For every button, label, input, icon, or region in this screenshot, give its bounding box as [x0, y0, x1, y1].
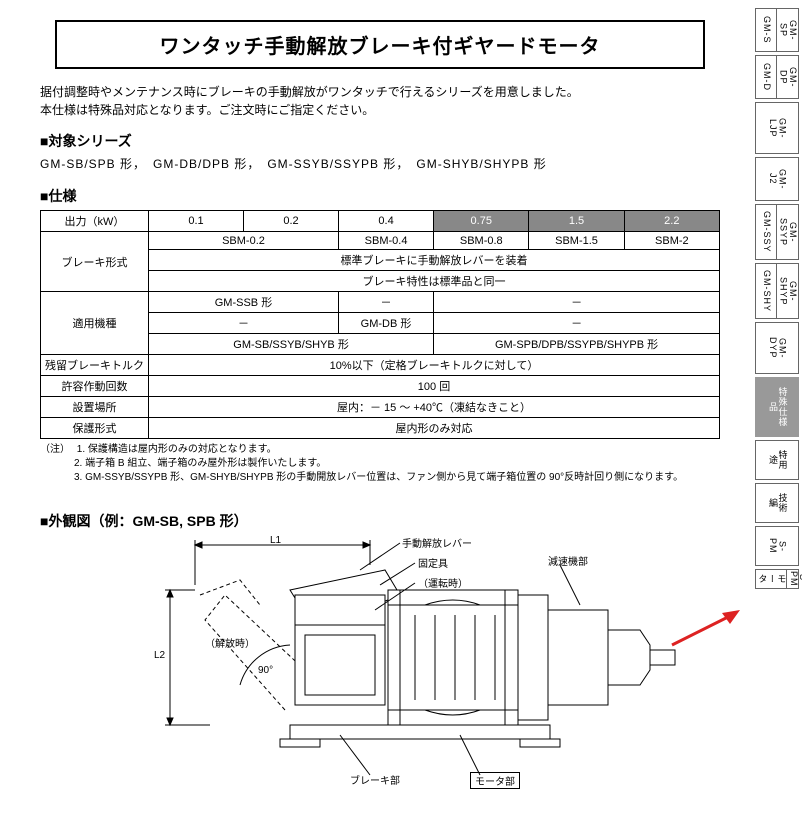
spec-table: 出力（kW） 0.1 0.2 0.4 0.75 1.5 2.2 ブレーキ形式 S… — [40, 210, 720, 439]
table-row: 適用機種 GM-SSB 形 － － — [41, 292, 720, 313]
side-tab-label: GM-LJP — [756, 103, 798, 153]
cell-sb-group: GM-SB/SSYB/SHYB 形 — [149, 334, 434, 355]
note-1: 1. 保護構造は屋内形のみの対応となります。 — [77, 444, 277, 455]
side-tab-label: GM-J2 — [756, 158, 798, 200]
section-target-series: ■対象シリーズ — [40, 131, 720, 151]
side-tab[interactable]: GM-SSYGM-SSYP — [755, 204, 799, 260]
cell-location: 屋内：－ 15 ～ +40℃（凍結なきこと） — [149, 397, 720, 418]
cell-dash: － — [149, 313, 339, 334]
cell-location-header: 設置場所 — [41, 397, 149, 418]
cell-cycles: 100 回 — [149, 376, 720, 397]
section-outline: ■外観図（例：GM-SB, SPB 形） — [40, 511, 720, 531]
side-tab-label: 特用途 — [756, 441, 798, 479]
cell-output-1: 0.2 — [243, 211, 338, 232]
side-tab-label: 技術編 — [756, 484, 798, 522]
table-row: 保護形式 屋内形のみ対応 — [41, 418, 720, 439]
side-tab[interactable]: 特殊仕様品 — [755, 377, 799, 437]
cell-output-5: 2.2 — [624, 211, 719, 232]
cell-output-3: 0.75 — [434, 211, 529, 232]
label-fixture: 固定具 — [418, 555, 448, 570]
side-tab[interactable]: GM-DGM-DP — [755, 55, 799, 99]
cell-residual-header: 残留ブレーキトルク — [41, 355, 149, 376]
side-tab-label: GM-SSY — [756, 205, 776, 259]
side-tab-label: GM-S — [756, 9, 776, 51]
cell-db: GM-DB 形 — [338, 313, 433, 334]
label-angle: 90° — [258, 665, 273, 676]
intro-text: 据付調整時やメンテナンス時にブレーキの手動解放がワンタッチで行えるシリーズを用意… — [40, 83, 720, 119]
side-tab-label: モータ — [756, 570, 786, 588]
label-lever: 手動解放レバー — [402, 535, 472, 550]
page-title: ワンタッチ手動解放ブレーキ付ギヤードモータ — [55, 20, 705, 69]
side-tab[interactable]: GM-SHYGM-SHYP — [755, 263, 799, 319]
table-row: ブレーキ形式 SBM-0.2 SBM-0.4 SBM-0.8 SBM-1.5 S… — [41, 232, 720, 250]
cell-brake-3: SBM-1.5 — [529, 232, 624, 250]
table-row: 出力（kW） 0.1 0.2 0.4 0.75 1.5 2.2 — [41, 211, 720, 232]
side-tab-label: GM-SP — [776, 9, 798, 51]
cell-ssb: GM-SSB 形 — [149, 292, 339, 313]
cell-spb-group: GM-SPB/DPB/SSYPB/SHYPB 形 — [434, 334, 720, 355]
side-tab[interactable]: GM-SGM-SP — [755, 8, 799, 52]
cell-cycles-header: 許容作動回数 — [41, 376, 149, 397]
side-tab-label: S-PM — [786, 570, 802, 588]
side-tab[interactable]: GM-J2 — [755, 157, 799, 201]
cell-output-4: 1.5 — [529, 211, 624, 232]
side-tab-label: GM-DYP — [756, 323, 798, 373]
cell-brake-1: SBM-0.4 — [338, 232, 433, 250]
cell-brake-4: SBM-2 — [624, 232, 719, 250]
cell-dash: － — [434, 313, 720, 334]
section-spec: ■仕様 — [40, 186, 720, 206]
cell-protect: 屋内形のみ対応 — [149, 418, 720, 439]
note-2: 2. 端子箱 B 組立、端子箱のみ屋外形は製作いたします。 — [40, 457, 720, 471]
side-tab-label: GM-DP — [776, 56, 798, 98]
label-brake-part: ブレーキ部 — [350, 772, 400, 787]
cell-protect-header: 保護形式 — [41, 418, 149, 439]
note-3: 3. GM-SSYB/SSYPB 形、GM-SHYB/SHYPB 形の手動開放レ… — [40, 471, 720, 485]
side-tab[interactable]: GM-LJP — [755, 102, 799, 154]
cell-brake-0: SBM-0.2 — [149, 232, 339, 250]
side-tab[interactable]: モータS-PM — [755, 569, 799, 589]
side-tab-label: GM-SHY — [756, 264, 776, 318]
cell-output-header: 出力（kW） — [41, 211, 149, 232]
cell-dash: － — [434, 292, 720, 313]
label-l2: L2 — [154, 650, 165, 661]
side-tabs: GM-SGM-SPGM-DGM-DPGM-LJPGM-J2GM-SSYGM-SS… — [755, 8, 799, 592]
label-reducer: 減速機部 — [548, 553, 588, 568]
table-row: 設置場所 屋内：－ 15 ～ +40℃（凍結なきこと） — [41, 397, 720, 418]
motor-diagram-svg — [140, 535, 680, 795]
label-run: （運転時） — [418, 575, 468, 590]
notes-label: （注） — [40, 443, 74, 457]
side-tab-label: GM-SHYP — [776, 264, 798, 318]
cell-output-2: 0.4 — [338, 211, 433, 232]
notes-block: （注） 1. 保護構造は屋内形のみの対応となります。 2. 端子箱 B 組立、端… — [40, 443, 720, 485]
label-motor-part: モータ部 — [470, 772, 520, 789]
table-row: 残留ブレーキトルク 10%以下（定格ブレーキトルクに対して） — [41, 355, 720, 376]
outline-diagram: L1 L2 手動解放レバー 固定具 （運転時） （解放時） 90° 減速機部 ブ… — [140, 535, 680, 795]
side-tab[interactable]: GM-DYP — [755, 322, 799, 374]
side-tab[interactable]: 技術編 — [755, 483, 799, 523]
side-tab[interactable]: S-PM — [755, 526, 799, 566]
side-tab-label: GM-D — [756, 56, 776, 98]
cell-brake-note1: 標準ブレーキに手動解放レバーを装着 — [149, 250, 720, 271]
table-row: 許容作動回数 100 回 — [41, 376, 720, 397]
side-tab-label: S-PM — [756, 527, 798, 565]
side-tab[interactable]: 特用途 — [755, 440, 799, 480]
intro-line-1: 据付調整時やメンテナンス時にブレーキの手動解放がワンタッチで行えるシリーズを用意… — [40, 83, 720, 101]
cell-residual: 10%以下（定格ブレーキトルクに対して） — [149, 355, 720, 376]
label-l1: L1 — [270, 535, 281, 546]
cell-machine-header: 適用機種 — [41, 292, 149, 355]
label-release: （解放時） — [205, 635, 255, 650]
cell-brake-header: ブレーキ形式 — [41, 232, 149, 292]
intro-line-2: 本仕様は特殊品対応となります。ご注文時にご指定ください。 — [40, 101, 720, 119]
cell-brake-note2: ブレーキ特性は標準品と同一 — [149, 271, 720, 292]
side-tab-label: 特殊仕様品 — [756, 378, 798, 436]
side-tab-label: GM-SSYP — [776, 205, 798, 259]
cell-output-0: 0.1 — [149, 211, 244, 232]
cell-dash: － — [338, 292, 433, 313]
cell-brake-2: SBM-0.8 — [434, 232, 529, 250]
target-series-list: GM-SB/SPB 形， GM-DB/DPB 形， GM-SSYB/SSYPB … — [40, 155, 720, 172]
